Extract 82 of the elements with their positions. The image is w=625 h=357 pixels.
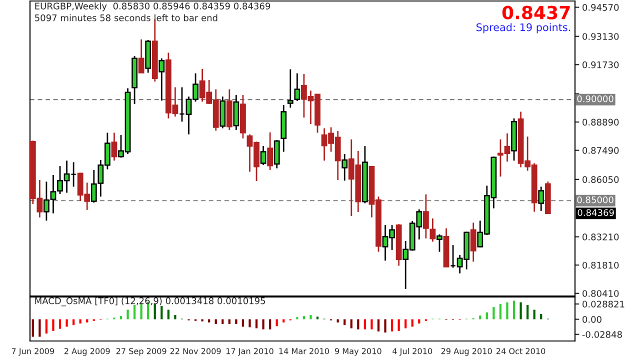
bar <box>167 310 170 320</box>
bar <box>262 319 264 330</box>
bar <box>377 319 380 332</box>
y-tick-label: 0.80410 <box>582 290 619 297</box>
bar <box>540 314 542 320</box>
bar <box>499 304 502 320</box>
x-tick-label: 9 May 2010 <box>334 348 382 356</box>
y-tick-label: 0.93130 <box>582 33 619 40</box>
chart-title: MACD_OsMA [TF0] (12,26,9) 0.0013418 0.0010195 <box>35 297 266 306</box>
x-tick-label: 14 Mar 2010 <box>279 348 329 354</box>
y-tick-label: 0.94570 <box>582 4 619 11</box>
bar <box>58 319 62 329</box>
y-tick-label: 0.87490 <box>582 147 619 154</box>
bar <box>512 300 516 320</box>
bar <box>32 319 34 337</box>
text: 5097 minutes 58 seconds left to bar end <box>35 14 218 22</box>
x-tick-label: 4 Jul 2010 <box>392 348 432 356</box>
bar <box>492 307 495 320</box>
bar <box>486 312 488 320</box>
ref-line-label: 0.85000 <box>577 196 614 204</box>
x-tick-label: 27 Sep 2009 <box>116 348 166 356</box>
bar <box>302 316 306 320</box>
candlestick <box>138 38 144 74</box>
x-tick-label: 2 Aug 2009 <box>64 348 110 356</box>
candlestick <box>470 222 476 262</box>
candlestick <box>294 72 300 102</box>
y-tick-label: 0.83210 <box>582 234 619 240</box>
bar <box>38 319 41 337</box>
annotation: Spread: 19 points. <box>476 23 570 34</box>
bar <box>235 319 238 324</box>
bar <box>364 319 366 330</box>
candlestick <box>111 132 118 162</box>
bar <box>506 302 508 320</box>
bar <box>160 306 163 320</box>
candlestick <box>342 153 348 182</box>
bar <box>45 319 48 334</box>
bar <box>255 319 258 328</box>
bar <box>350 319 352 328</box>
y-tick-label: 0.028821 <box>582 300 624 308</box>
ref-line-label: 0.90000 <box>577 95 614 102</box>
bar <box>526 304 529 320</box>
bar <box>126 310 129 320</box>
bar <box>52 319 54 331</box>
x-tick-label: 7 Jun 2009 <box>12 348 54 356</box>
annotation: 0.8437 <box>502 6 570 20</box>
y-tick-label: -0.02848 <box>582 331 622 338</box>
y-tick-label: 0.00 <box>582 316 602 323</box>
candlestick <box>436 234 442 252</box>
bar <box>66 319 68 327</box>
x-tick-label: 24 Oct 2010 <box>496 348 546 354</box>
bar <box>174 315 176 320</box>
bar <box>520 302 522 320</box>
bar <box>370 319 373 330</box>
bar <box>269 319 272 330</box>
bar <box>479 316 482 320</box>
bar <box>357 319 360 330</box>
candlestick <box>158 58 165 102</box>
y-tick-label: 0.86050 <box>582 176 619 183</box>
candlestick <box>260 145 266 166</box>
candlestick <box>267 132 274 171</box>
candlestick <box>287 68 294 108</box>
y-tick-label: 0.81810 <box>582 262 619 269</box>
bar <box>398 319 400 331</box>
candlestick <box>274 139 280 169</box>
x-tick-label: 22 Nov 2009 <box>170 348 221 354</box>
x-tick-label: 17 Jan 2010 <box>226 348 274 356</box>
bar <box>248 319 251 328</box>
text: 0.84369 <box>578 209 614 216</box>
y-tick-label: 0.88890 <box>582 118 619 126</box>
candlestick <box>538 186 544 212</box>
chart-title: EURGBP,Weekly 0.85830 0.85946 0.84359 0.84369 <box>35 2 270 12</box>
bar <box>533 310 536 320</box>
candlestick <box>233 94 240 131</box>
bar <box>404 319 407 328</box>
bar <box>384 319 386 333</box>
y-tick-label: 0.91730 <box>582 61 619 68</box>
bar <box>310 315 312 320</box>
bar <box>120 316 122 320</box>
bar <box>133 304 136 320</box>
bar <box>316 316 319 320</box>
x-tick-label: 29 Aug 2010 <box>441 348 492 356</box>
bar <box>390 319 394 332</box>
